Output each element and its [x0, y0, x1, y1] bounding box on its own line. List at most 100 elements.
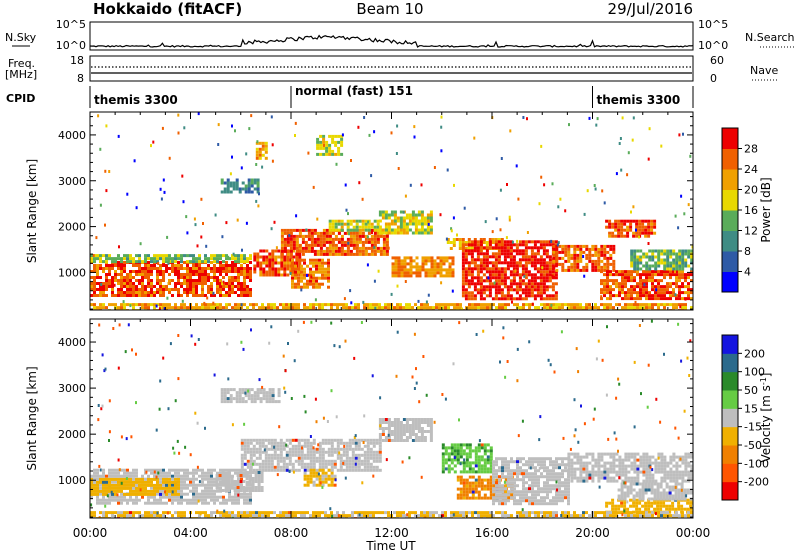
power-cell [485, 252, 489, 256]
power-cell [527, 282, 531, 286]
power-cell [126, 285, 129, 288]
velocity-cell [276, 453, 280, 457]
velocity-cell [294, 453, 298, 457]
power-cell [280, 255, 284, 259]
velocity-cell [387, 436, 391, 439]
power-cell [588, 256, 592, 260]
power-cell [626, 219, 630, 223]
power-cell [393, 219, 397, 223]
velocity-cell [96, 498, 99, 502]
power-cell [630, 276, 633, 280]
power-cell [243, 267, 246, 270]
velocity-cell [99, 489, 102, 493]
velocity-cell [260, 480, 264, 483]
power-cell [653, 231, 657, 235]
power-speckle [257, 204, 260, 208]
power-cell [548, 276, 552, 280]
power-cell [555, 256, 559, 260]
power-cell [303, 276, 306, 280]
power-cell [108, 282, 111, 285]
velocity-cell [245, 483, 249, 486]
power-cell [189, 288, 192, 291]
power-cell [364, 237, 368, 241]
velocity-cell [174, 489, 177, 493]
power-cell [420, 225, 424, 229]
velocity-cell [254, 474, 258, 477]
power-cell [297, 276, 300, 280]
power-cell [174, 257, 177, 261]
velocity-cell [450, 452, 454, 456]
velocity-cell [375, 456, 379, 460]
power-cell [364, 219, 368, 223]
velocity-cell [207, 489, 210, 493]
velocity-cell [378, 459, 382, 463]
power-cell [210, 285, 213, 288]
power-cell [328, 149, 332, 153]
velocity-cell [102, 495, 105, 499]
velocity-cell [324, 474, 328, 478]
power-cell [527, 255, 531, 259]
power-cell [554, 297, 558, 301]
velocity-cell [408, 424, 412, 427]
velocity-cell [159, 495, 162, 499]
power-cell [627, 276, 630, 280]
power-cell [141, 270, 144, 273]
velocity-cell [483, 449, 487, 453]
power-cell [189, 260, 192, 264]
velocity-cell [171, 480, 174, 484]
velocity-cell [459, 446, 463, 450]
power-cell [518, 288, 522, 292]
velocity-cell [447, 458, 451, 462]
power-cell [373, 237, 377, 241]
power-cell [235, 187, 239, 191]
power-cell [334, 222, 338, 226]
power-cell [461, 252, 465, 256]
power-cell [280, 240, 284, 244]
power-cell [675, 285, 678, 289]
velocity-cell [219, 471, 222, 475]
velocity-cell [360, 468, 364, 472]
power-cell [370, 228, 374, 232]
power-cell [533, 252, 537, 256]
power-cell [153, 260, 156, 264]
power-cell [319, 140, 323, 144]
power-cell [325, 146, 329, 150]
power-cell [307, 237, 311, 241]
velocity-cell [378, 421, 382, 424]
velocity-cell [132, 468, 135, 472]
velocity-cell [234, 471, 237, 475]
power-cell [219, 306, 222, 310]
power-cell [225, 294, 228, 297]
velocity-cell [270, 453, 274, 457]
power-cell [423, 222, 427, 226]
power-cell [331, 231, 335, 235]
power-cell [294, 303, 297, 307]
power-cell [470, 279, 474, 283]
power-cell [399, 210, 403, 214]
power-cell [669, 285, 672, 289]
power-cell [506, 249, 510, 253]
power-cell [358, 231, 362, 235]
power-cell [342, 306, 345, 310]
power-cell [594, 265, 598, 269]
power-cell [525, 303, 528, 307]
velocity-cell [215, 486, 219, 489]
power-cell [271, 261, 275, 265]
power-cell [387, 228, 391, 232]
power-cell [396, 225, 400, 229]
power-cell [467, 267, 471, 271]
power-cell [485, 246, 489, 250]
velocity-cell [186, 483, 189, 487]
velocity-cell [207, 492, 210, 496]
velocity-cell [471, 467, 475, 471]
velocity-cell [234, 495, 237, 499]
velocity-cell [171, 474, 174, 478]
power-cell [630, 270, 633, 274]
power-cell [648, 294, 651, 298]
power-cell [630, 303, 633, 307]
power-cell [641, 225, 645, 229]
power-cell [337, 237, 341, 241]
power-cell [301, 246, 305, 250]
velocity-cell [471, 470, 475, 474]
velocity-cell [264, 447, 268, 451]
